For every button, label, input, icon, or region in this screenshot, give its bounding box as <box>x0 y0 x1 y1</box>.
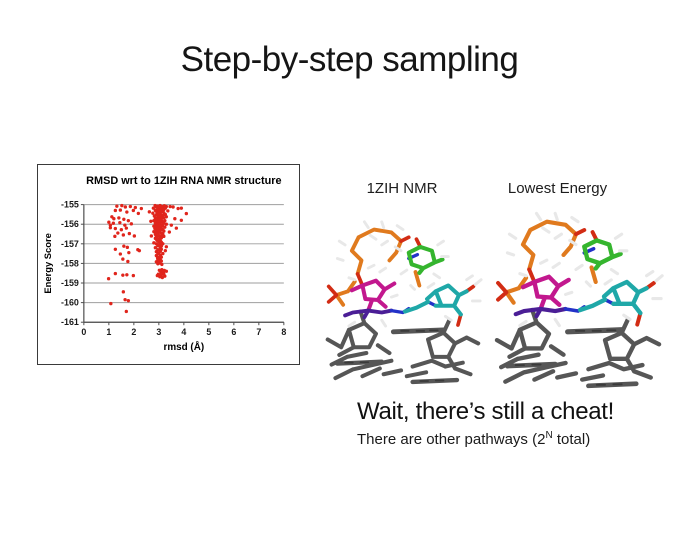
caption-block: Wait, there’s still a cheat! There are o… <box>357 398 614 448</box>
svg-text:-160: -160 <box>61 298 79 308</box>
molecule-render-1zih-nmr <box>320 209 484 389</box>
svg-text:-157: -157 <box>61 239 79 249</box>
svg-text:-155: -155 <box>61 200 79 210</box>
caption-sub-superscript: N <box>545 430 553 441</box>
svg-text:2: 2 <box>131 327 136 337</box>
rmsd-scatter-chart: -155 -156 -157 -158 -159 -160 -161 0 1 2 3 4 5 6 7 8 RMS… <box>37 164 300 365</box>
svg-text:5: 5 <box>206 327 211 337</box>
caption-sub-suffix: total) <box>552 431 591 448</box>
molecule-render-lowest-energy <box>488 203 666 390</box>
caption-sub-prefix: There are other pathways (2 <box>357 431 546 448</box>
svg-text:-159: -159 <box>61 278 79 288</box>
slide-title: Step-by-step sampling <box>180 40 519 79</box>
svg-text:4: 4 <box>181 327 186 337</box>
caption-subtext: There are other pathways (2N total) <box>357 430 614 448</box>
label-1zih-nmr: 1ZIH NMR <box>366 180 438 197</box>
svg-text:Energy Score: Energy Score <box>42 233 53 294</box>
svg-text:1: 1 <box>106 327 111 337</box>
svg-text:6: 6 <box>231 327 236 337</box>
svg-text:-156: -156 <box>61 219 79 229</box>
svg-text:rmsd (Å): rmsd (Å) <box>164 342 205 353</box>
svg-text:3: 3 <box>156 327 161 337</box>
svg-text:-161: -161 <box>61 317 79 327</box>
caption-heading: Wait, there’s still a cheat! <box>357 398 615 425</box>
svg-text:RMSD wrt to 1ZIH RNA NMR struc: RMSD wrt to 1ZIH RNA NMR structure <box>86 175 281 187</box>
svg-text:8: 8 <box>281 327 286 337</box>
label-lowest-energy: Lowest Energy <box>507 180 608 197</box>
svg-text:7: 7 <box>256 327 261 337</box>
svg-text:0: 0 <box>81 327 86 337</box>
svg-text:-158: -158 <box>61 258 79 268</box>
